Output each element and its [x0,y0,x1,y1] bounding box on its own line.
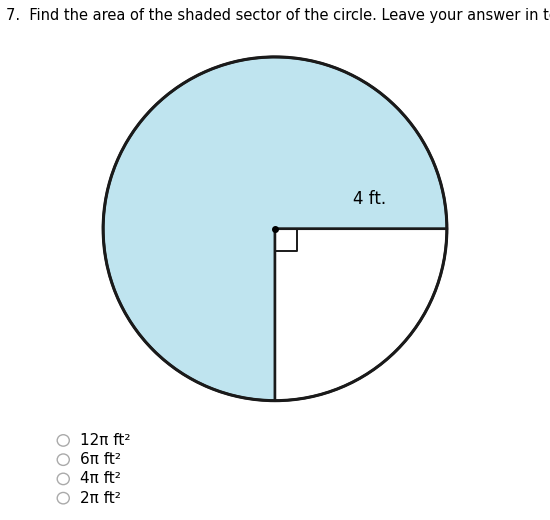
Text: 4π ft²: 4π ft² [80,472,120,486]
Text: 2π ft²: 2π ft² [80,491,120,505]
Wedge shape [275,229,447,401]
Text: 12π ft²: 12π ft² [80,433,130,448]
Text: 6π ft²: 6π ft² [80,452,121,467]
Text: 7.  Find the area of the shaded sector of the circle. Leave your answer in terms: 7. Find the area of the shaded sector of… [6,8,550,23]
Wedge shape [103,57,447,401]
Text: 4 ft.: 4 ft. [353,190,386,208]
